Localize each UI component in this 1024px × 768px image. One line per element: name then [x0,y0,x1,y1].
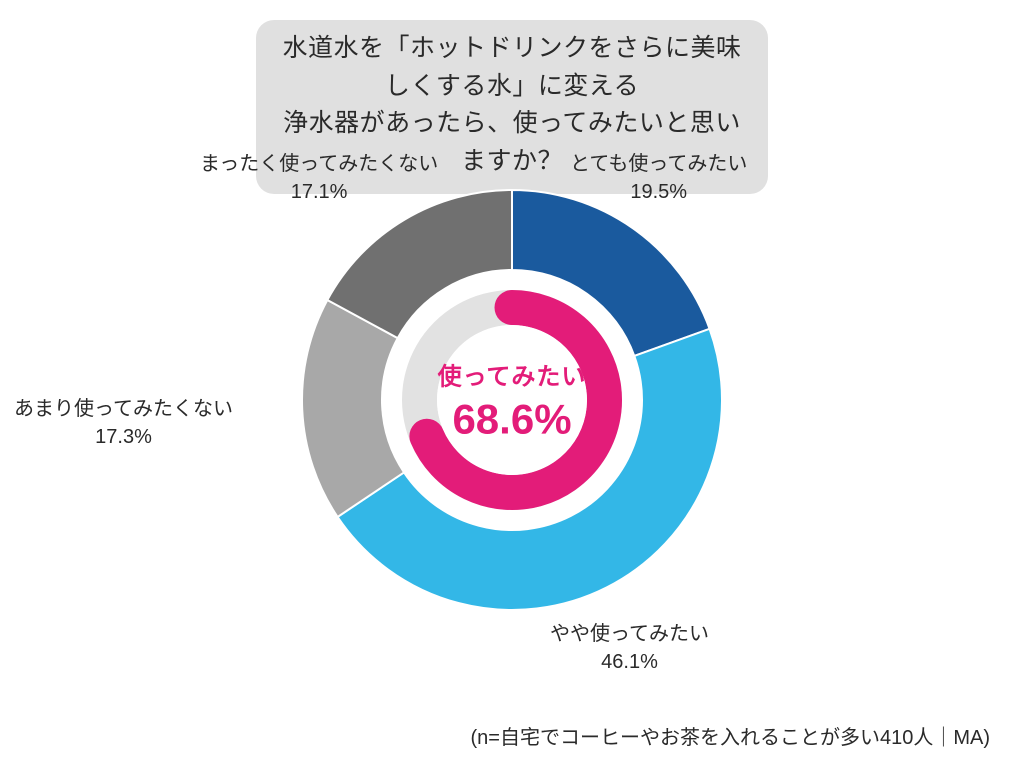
slice-name: まったく使ってみたくない [200,150,438,178]
slice-label-3: まったく使ってみたくない 17.1% [200,150,438,206]
slice-name: とても使ってみたい [570,150,747,178]
slice-label-1: やや使ってみたい 46.1% [550,620,709,676]
slice-pct: 17.3% [14,423,233,451]
slice-label-2: あまり使ってみたくない 17.3% [14,395,233,451]
title-line-1: 水道水を「ホットドリンクをさらに美味しくする水」に変える [278,30,746,105]
slice-pct: 46.1% [550,648,709,676]
center-label: 使ってみたい [438,357,587,392]
slice-label-0: とても使ってみたい 19.5% [570,150,747,206]
slice-name: やや使ってみたい [550,620,709,648]
chart-area: 使ってみたい 68.6% とても使ってみたい 19.5% やや使ってみたい 46… [0,120,1024,680]
center-value: 68.6% [438,396,587,444]
slice-pct: 17.1% [200,178,438,206]
slice-name: あまり使ってみたくない [14,395,233,423]
slice-pct: 19.5% [570,178,747,206]
center-text: 使ってみたい 68.6% [438,357,587,444]
footnote: (n=自宅でコーヒーやお茶を入れることが多い410人｜MA) [471,721,991,750]
